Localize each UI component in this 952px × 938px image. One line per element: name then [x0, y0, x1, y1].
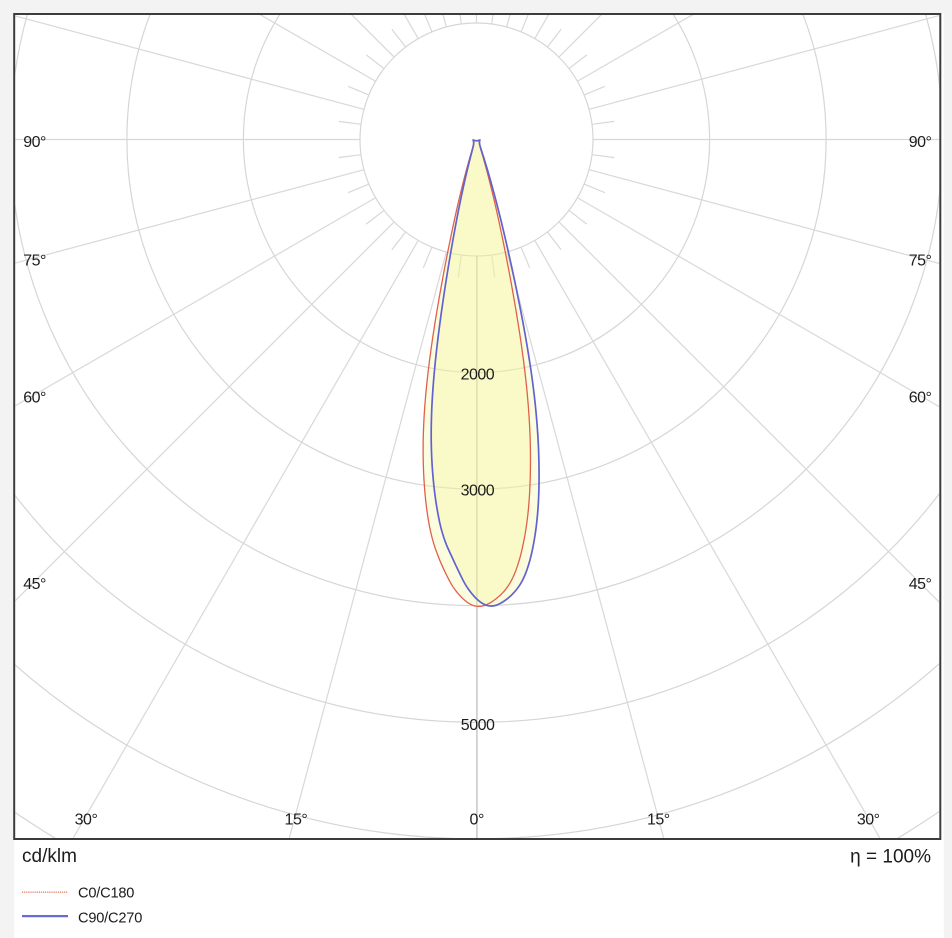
- svg-text:75°: 75°: [23, 253, 46, 270]
- svg-text:30°: 30°: [857, 811, 880, 828]
- svg-text:η = 100%: η = 100%: [850, 847, 931, 868]
- svg-text:3000: 3000: [461, 482, 495, 499]
- svg-text:45°: 45°: [909, 576, 932, 593]
- svg-text:5000: 5000: [461, 717, 495, 734]
- svg-text:30°: 30°: [75, 811, 98, 828]
- svg-text:60°: 60°: [909, 389, 932, 406]
- svg-text:2000: 2000: [461, 367, 495, 384]
- svg-text:90°: 90°: [909, 134, 932, 151]
- svg-text:45°: 45°: [23, 576, 46, 593]
- svg-text:0°: 0°: [470, 811, 484, 828]
- svg-text:15°: 15°: [647, 811, 670, 828]
- svg-text:15°: 15°: [285, 811, 308, 828]
- svg-text:75°: 75°: [909, 253, 932, 270]
- svg-text:60°: 60°: [23, 389, 46, 406]
- svg-text:C90/C270: C90/C270: [78, 910, 142, 926]
- svg-text:C0/C180: C0/C180: [78, 886, 134, 902]
- svg-text:90°: 90°: [23, 134, 46, 151]
- svg-text:cd/klm: cd/klm: [22, 846, 77, 867]
